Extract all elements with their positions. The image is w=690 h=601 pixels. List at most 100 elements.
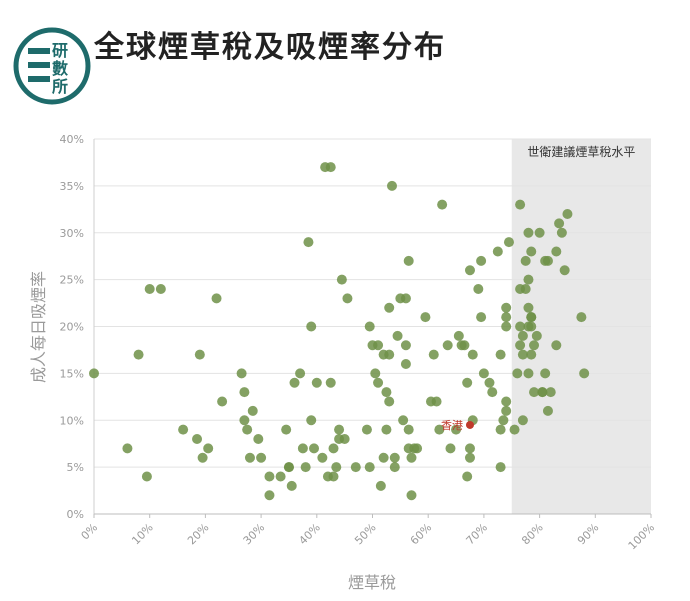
- data-point: [559, 265, 570, 276]
- data-point: [517, 349, 528, 360]
- data-point: [478, 368, 489, 379]
- data-point: [523, 274, 534, 285]
- data-point: [487, 387, 498, 398]
- x-tick-label: 90%: [575, 521, 601, 547]
- data-point: [398, 415, 409, 426]
- y-tick-label: 20%: [60, 321, 84, 334]
- logo: 研 數 所: [12, 26, 92, 106]
- data-point: [203, 443, 214, 454]
- data-point: [526, 321, 537, 332]
- data-point: [381, 387, 392, 398]
- data-point: [311, 377, 322, 388]
- data-point: [239, 415, 250, 426]
- data-point: [523, 302, 534, 313]
- y-tick-label: 5%: [67, 461, 84, 474]
- data-point: [328, 471, 339, 482]
- page-title: 全球煙草稅及吸煙率分布: [94, 30, 446, 65]
- data-point: [476, 255, 487, 266]
- data-point: [492, 246, 503, 257]
- data-point: [289, 377, 300, 388]
- data-point: [342, 293, 353, 304]
- data-point: [534, 227, 545, 238]
- logo-char-3: 所: [52, 77, 68, 96]
- data-point: [384, 349, 395, 360]
- data-point: [495, 462, 506, 473]
- data-point: [389, 462, 400, 473]
- data-point: [239, 387, 250, 398]
- data-point: [420, 312, 431, 323]
- data-point: [325, 377, 336, 388]
- data-point: [275, 471, 286, 482]
- data-point: [364, 462, 375, 473]
- data-point: [306, 415, 317, 426]
- data-point: [562, 209, 573, 219]
- x-tick-label: 70%: [464, 521, 490, 547]
- data-point: [495, 424, 506, 435]
- data-point: [501, 396, 512, 407]
- data-point: [520, 284, 531, 294]
- data-point: [551, 340, 562, 351]
- data-point: [303, 237, 314, 248]
- data-point: [576, 312, 587, 323]
- y-tick-label: 10%: [60, 414, 84, 427]
- data-point: [428, 349, 439, 360]
- data-point: [286, 480, 297, 491]
- data-point: [467, 349, 478, 360]
- data-point: [400, 293, 411, 304]
- y-tick-label: 0%: [67, 508, 84, 521]
- data-point: [334, 424, 345, 435]
- data-point: [155, 284, 166, 294]
- data-point: [445, 443, 456, 454]
- y-axis-title: 成人每日吸煙率: [29, 271, 48, 383]
- data-point: [464, 265, 475, 276]
- data-point: [122, 443, 133, 454]
- data-point: [331, 462, 342, 473]
- data-point: [192, 434, 203, 444]
- data-point: [403, 424, 414, 435]
- data-point: [384, 396, 395, 407]
- data-point: [453, 330, 464, 341]
- x-tick-label: 50%: [352, 521, 378, 547]
- data-point: [373, 340, 384, 351]
- data-point: [392, 330, 403, 341]
- x-tick-label: 20%: [185, 521, 211, 547]
- data-point: [526, 246, 537, 257]
- data-point: [501, 405, 512, 416]
- data-point: [370, 368, 381, 379]
- data-point: [373, 377, 384, 388]
- data-point: [247, 405, 258, 416]
- y-tick-label: 35%: [60, 180, 84, 193]
- y-tick-label: 15%: [60, 367, 84, 380]
- data-point: [501, 302, 512, 313]
- data-point: [495, 349, 506, 360]
- data-point: [512, 368, 523, 379]
- data-point: [264, 471, 275, 482]
- data-point: [451, 424, 462, 435]
- y-axis-ticks: 0% 5% 10% 15% 20% 25% 30% 35% 40%: [60, 133, 84, 521]
- data-point: [540, 368, 551, 379]
- data-point: [545, 387, 556, 398]
- x-tick-label: 60%: [408, 521, 434, 547]
- data-point: [515, 199, 526, 210]
- data-point: [328, 443, 339, 454]
- data-point: [141, 471, 152, 482]
- data-point: [476, 312, 487, 323]
- data-point: [462, 471, 473, 482]
- data-point: [412, 443, 423, 454]
- data-point: [325, 162, 336, 173]
- highlight-group: 香港: [441, 419, 474, 432]
- data-point: [309, 443, 320, 454]
- data-point: [350, 462, 361, 473]
- data-point: [509, 424, 520, 435]
- data-point: [501, 312, 512, 323]
- data-point: [473, 284, 484, 294]
- data-point: [297, 443, 308, 454]
- data-point: [523, 227, 534, 238]
- data-point: [517, 415, 528, 426]
- x-tick-label: 40%: [296, 521, 322, 547]
- data-point: [384, 302, 395, 313]
- y-tick-label: 25%: [60, 274, 84, 287]
- data-point: [529, 340, 540, 351]
- data-point: [542, 255, 553, 266]
